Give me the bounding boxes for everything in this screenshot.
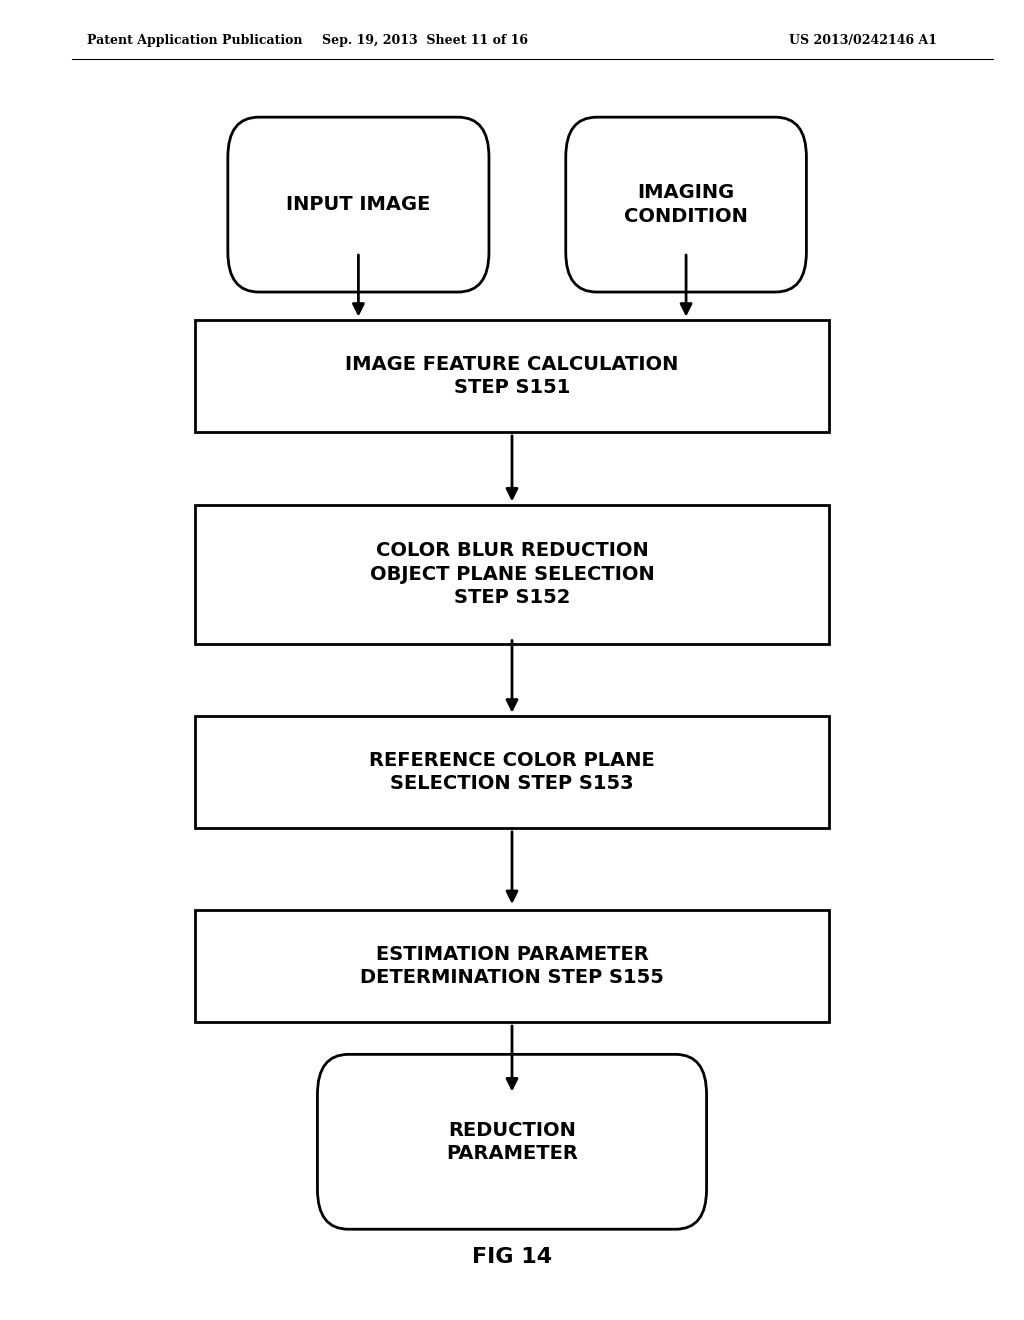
Bar (195, 506, 829, 644)
Text: REDUCTION
PARAMETER: REDUCTION PARAMETER (446, 1121, 578, 1163)
FancyBboxPatch shape (227, 117, 489, 292)
Text: IMAGING
CONDITION: IMAGING CONDITION (625, 183, 748, 226)
Bar (195, 321, 829, 433)
Bar (195, 715, 829, 829)
Text: REFERENCE COLOR PLANE
SELECTION STEP S153: REFERENCE COLOR PLANE SELECTION STEP S15… (369, 751, 655, 793)
Text: Sep. 19, 2013  Sheet 11 of 16: Sep. 19, 2013 Sheet 11 of 16 (322, 34, 528, 48)
Text: IMAGE FEATURE CALCULATION
STEP S151: IMAGE FEATURE CALCULATION STEP S151 (345, 355, 679, 397)
Text: Patent Application Publication: Patent Application Publication (87, 34, 302, 48)
FancyBboxPatch shape (317, 1055, 707, 1229)
Bar (195, 911, 829, 1022)
FancyBboxPatch shape (565, 117, 807, 292)
Text: ESTIMATION PARAMETER
DETERMINATION STEP S155: ESTIMATION PARAMETER DETERMINATION STEP … (360, 945, 664, 987)
Text: INPUT IMAGE: INPUT IMAGE (287, 195, 430, 214)
Text: COLOR BLUR REDUCTION
OBJECT PLANE SELECTION
STEP S152: COLOR BLUR REDUCTION OBJECT PLANE SELECT… (370, 541, 654, 607)
Text: US 2013/0242146 A1: US 2013/0242146 A1 (788, 34, 937, 48)
Text: FIG 14: FIG 14 (472, 1246, 552, 1267)
